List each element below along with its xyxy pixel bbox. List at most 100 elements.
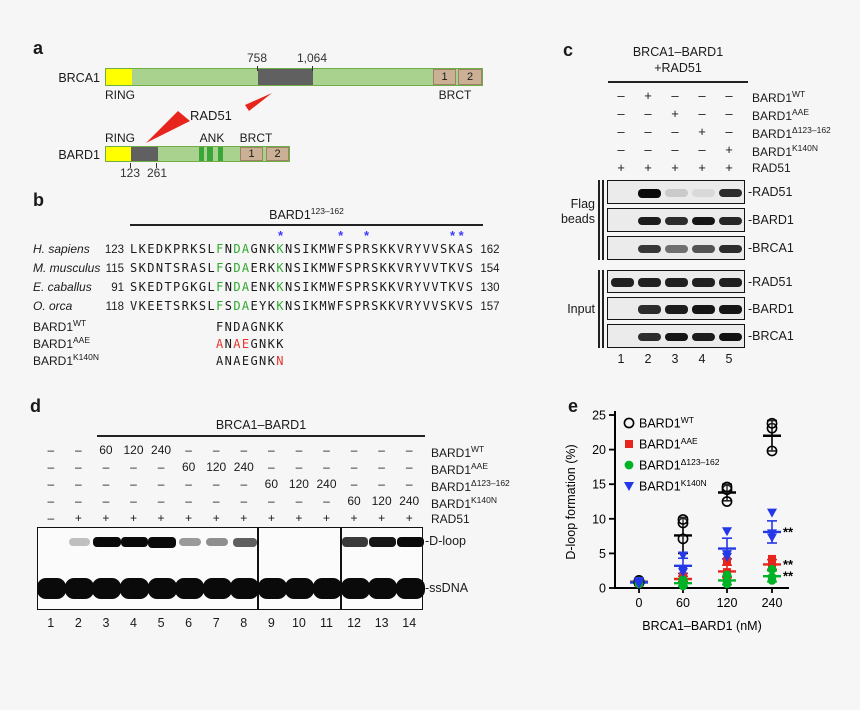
lane-number: 1 — [47, 616, 55, 630]
condition-cell: – — [102, 494, 110, 508]
blot-band — [691, 305, 715, 314]
blot-band — [664, 216, 688, 226]
condition-row-label: BARD1Δ123–162 — [752, 125, 831, 141]
residue: K — [388, 280, 397, 294]
residue: G — [250, 242, 260, 256]
alignment-row-1: M. musculus 115 SKDNTSRASLFGDAERKKNSIKMWFS… — [33, 261, 500, 280]
mutant-row-0: BARD1WT FNDAGNKK — [33, 318, 285, 335]
residue: A — [241, 261, 251, 275]
data-point — [768, 554, 776, 563]
mutant-label-0: BARD1WT — [33, 318, 87, 334]
residue: P — [353, 242, 363, 256]
mutant-label-2: BARD1K140N — [33, 352, 99, 368]
condition-cell: 240 — [233, 460, 254, 474]
residue: F — [216, 261, 225, 275]
group-label-line: Flag — [570, 197, 595, 211]
residue: N — [284, 299, 294, 313]
residue: F — [216, 299, 225, 313]
residue: E — [147, 242, 156, 256]
residue: E — [147, 299, 156, 313]
condition-cell: + — [157, 511, 165, 525]
rad51-arrow-label: RAD51 — [190, 108, 232, 123]
condition-cell: – — [405, 477, 413, 491]
residue: E — [250, 299, 260, 313]
residue: K — [379, 280, 389, 294]
condition-row-label: BARD1K140N — [752, 143, 818, 159]
legend-marker — [625, 440, 633, 448]
conserved-asterisk: * — [277, 228, 284, 243]
brca1-rad51-binding-domain — [258, 69, 313, 85]
residue: V — [431, 242, 440, 256]
lane-number: 4 — [130, 616, 137, 630]
condition-cell: – — [671, 124, 679, 139]
condition-cell: + — [644, 160, 652, 175]
c-condition-3-sup: K140N — [792, 143, 819, 153]
conserved-asterisk: * — [449, 228, 456, 243]
condition-cell: – — [698, 106, 706, 121]
lane-number: 5 — [157, 616, 165, 630]
residue: S — [198, 261, 208, 275]
mutant-label-0-sup: WT — [73, 318, 87, 328]
x-tick-label: 0 — [636, 596, 643, 610]
residue: S — [371, 242, 380, 256]
brca1-ring-label: RING — [105, 88, 135, 102]
condition-cell: – — [405, 460, 413, 474]
c-condition-4: RAD51 — [752, 161, 791, 175]
tick-1064 — [312, 66, 313, 71]
residue: K — [379, 299, 389, 313]
residue: E — [250, 261, 260, 275]
blot-rad51-flag — [607, 180, 745, 204]
condition-cell: – — [617, 124, 625, 139]
ssdna-band — [202, 578, 232, 599]
alignment-header-rule — [130, 224, 483, 226]
data-point — [721, 481, 733, 493]
condition-cell: + — [74, 511, 82, 525]
residue: S — [371, 280, 380, 294]
condition-cell: – — [47, 511, 55, 525]
data-point — [634, 577, 644, 587]
residue: G — [250, 320, 260, 334]
condition-cell: – — [268, 460, 275, 474]
residue: V — [422, 242, 432, 256]
residue: V — [431, 261, 440, 275]
condition-cell: 120 — [123, 443, 144, 457]
condition-cell: – — [185, 494, 192, 508]
condition-cell: + — [405, 511, 413, 525]
residue: K — [448, 299, 458, 313]
residue: T — [439, 261, 449, 275]
y-axis-label: D-loop formation (%) — [564, 444, 578, 559]
residue: S — [465, 242, 475, 256]
residue: S — [345, 242, 354, 256]
bard1-domain-bar: 1 2 — [105, 146, 290, 162]
condition-cell: + — [671, 160, 679, 175]
data-point — [722, 576, 732, 586]
condition-row-label: BARD1AAE — [752, 107, 809, 123]
panel-d-title-rule — [97, 435, 425, 437]
lane-number: 6 — [185, 616, 193, 630]
bard1-name: BARD1 — [58, 148, 100, 162]
condition-cell: – — [130, 477, 137, 491]
rad51-arrow-to-brca1 — [245, 93, 272, 111]
residue: A — [216, 337, 225, 351]
y-tick-label: 10 — [592, 512, 606, 526]
residue: G — [224, 261, 234, 275]
condition-cell: – — [617, 88, 625, 103]
residue: F — [336, 299, 346, 313]
residue: Y — [414, 261, 423, 275]
residue: K — [164, 242, 174, 256]
brca1-ring-domain — [106, 69, 132, 85]
brca1-domain-bar: 1 2 — [105, 68, 483, 86]
residue: V — [396, 261, 406, 275]
residue: R — [181, 261, 191, 275]
residue: K — [276, 261, 285, 275]
lane-number: 1 — [617, 352, 625, 366]
condition-cell: – — [378, 477, 385, 491]
mutant-label-2-base: BARD1 — [33, 354, 74, 368]
residue: K — [267, 242, 277, 256]
legend-marker — [624, 482, 634, 491]
residue: D — [233, 242, 242, 256]
residue: N — [224, 280, 234, 294]
mutant-label: BARD1WT — [33, 318, 130, 334]
condition-cell: 120 — [206, 460, 227, 474]
ssdna-band — [368, 578, 398, 599]
